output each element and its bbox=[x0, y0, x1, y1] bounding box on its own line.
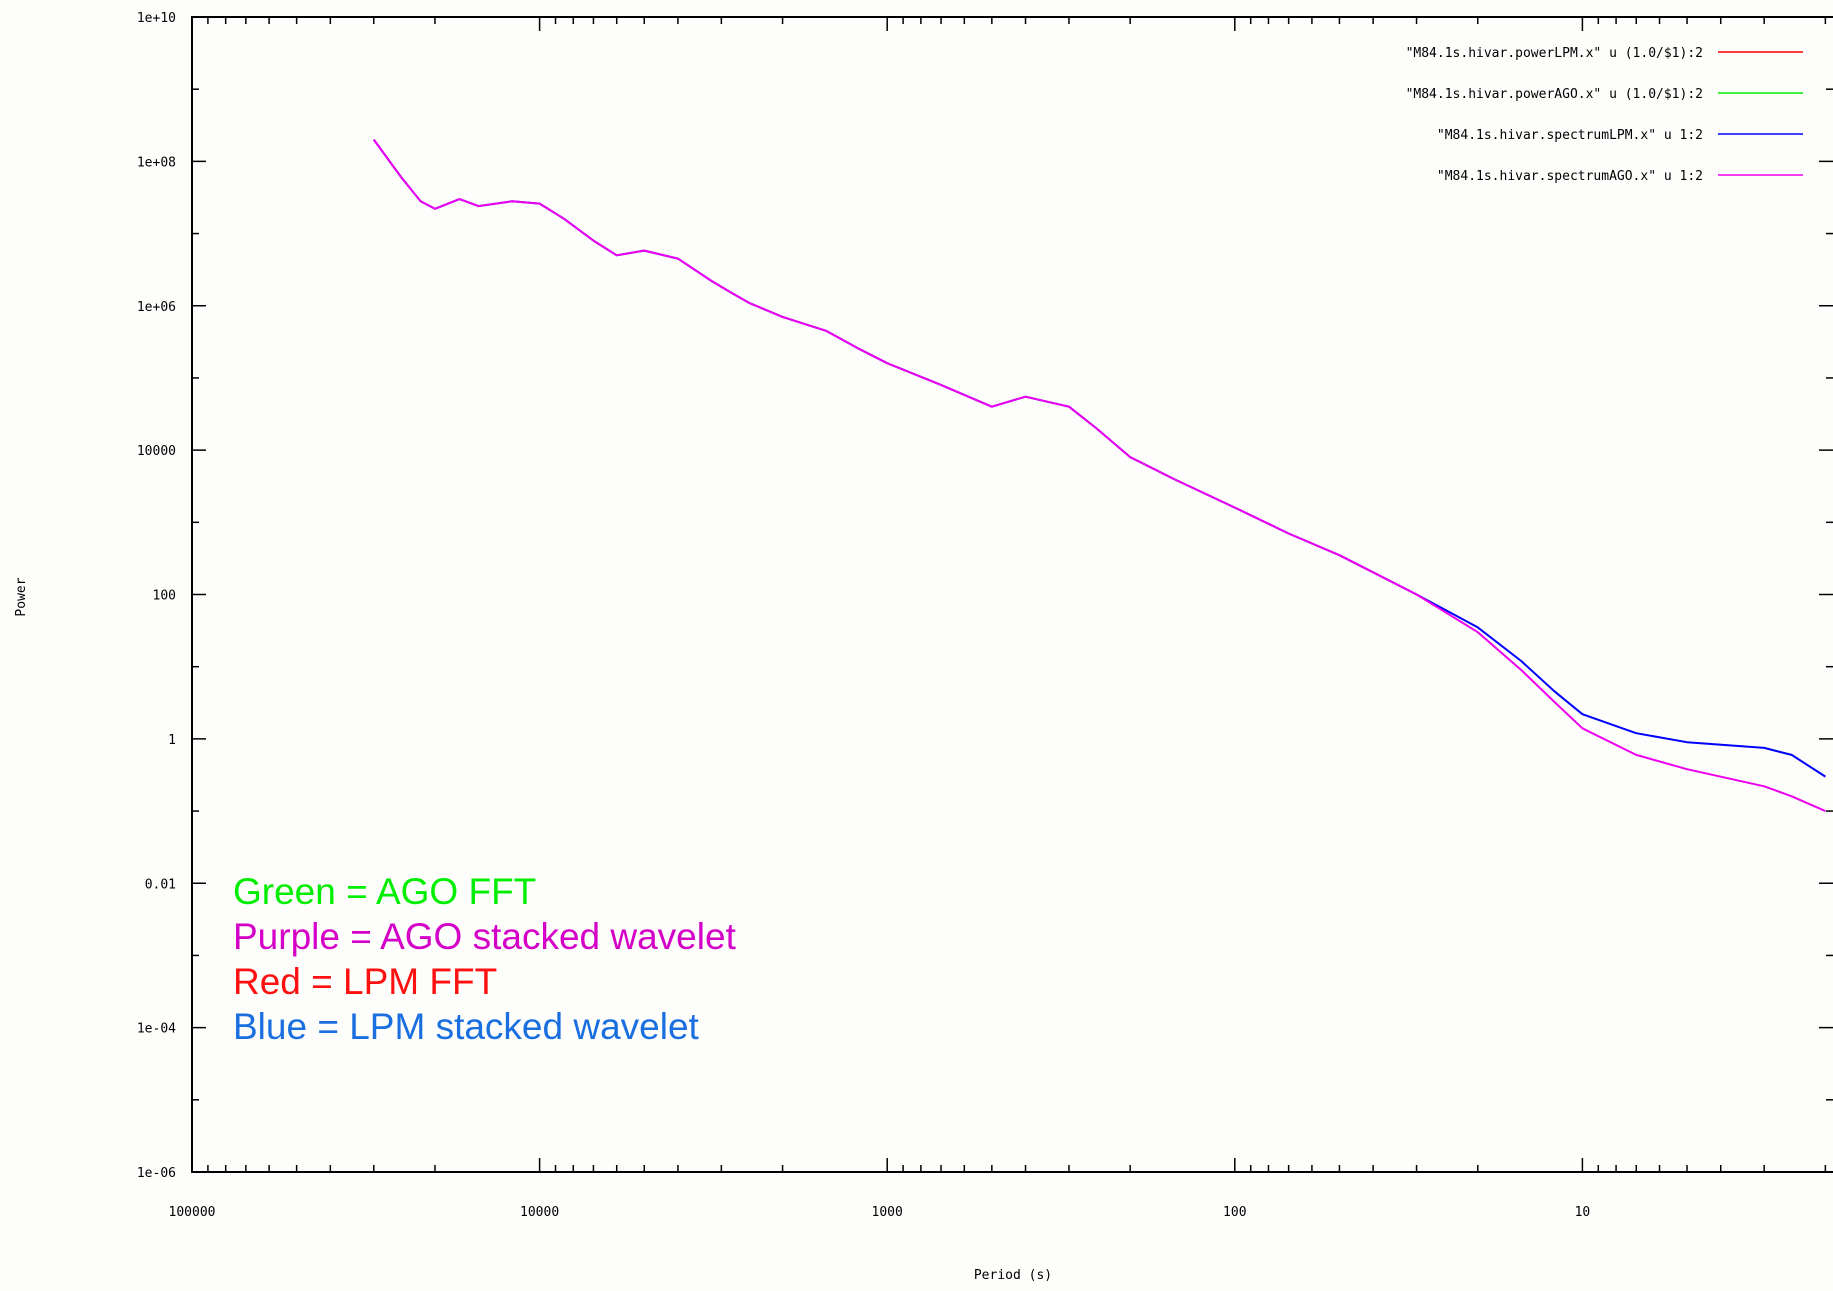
y-tick-label: 0.01 bbox=[145, 877, 176, 892]
x-axis-title: Period (s) bbox=[974, 1268, 1052, 1283]
y-tick-label: 1e-04 bbox=[137, 1022, 176, 1037]
annotation-line: Green = AGO FFT bbox=[233, 871, 536, 912]
y-tick-label: 1e+08 bbox=[137, 155, 176, 170]
y-tick-label: 1e-06 bbox=[137, 1166, 176, 1181]
series-line-4 bbox=[372, 139, 1826, 813]
axes-layer: 1e+10 1e+08 1e+06 10000 100 1 0.01 1e-04 1e-06 10… bbox=[137, 11, 1833, 1220]
annotation-line: Red = LPM FFT bbox=[233, 961, 497, 1002]
x-tick-label: 1000 bbox=[872, 1205, 903, 1220]
legend: "M84.1s.hivar.powerLPM.x" u (1.0/$1):2 "M… bbox=[1406, 46, 1803, 184]
legend-label: "M84.1s.hivar.powerAGO.x" u (1.0/$1):2 bbox=[1406, 87, 1703, 102]
y-axis-title: Power bbox=[14, 577, 29, 616]
legend-label: "M84.1s.hivar.spectrumAGO.x" u 1:2 bbox=[1437, 169, 1703, 184]
x-tick-label: 10000 bbox=[520, 1205, 559, 1220]
y-tick-label: 10000 bbox=[137, 444, 176, 459]
x-tick-label: 10 bbox=[1575, 1205, 1591, 1220]
series-layer bbox=[372, 139, 1826, 813]
legend-label: "M84.1s.hivar.spectrumLPM.x" u 1:2 bbox=[1437, 128, 1703, 143]
legend-label: "M84.1s.hivar.powerLPM.x" u (1.0/$1):2 bbox=[1406, 46, 1703, 61]
x-tick-label: 100000 bbox=[169, 1205, 216, 1220]
y-tick-label: 1e+10 bbox=[137, 11, 176, 26]
y-tick-label: 1 bbox=[168, 733, 176, 748]
x-tick-label: 100 bbox=[1223, 1205, 1246, 1220]
annotation-line: Purple = AGO stacked wavelet bbox=[233, 916, 737, 957]
y-tick-label: 100 bbox=[153, 589, 176, 604]
annotation-line: Blue = LPM stacked wavelet bbox=[233, 1006, 700, 1047]
y-tick-label: 1e+06 bbox=[137, 300, 176, 315]
